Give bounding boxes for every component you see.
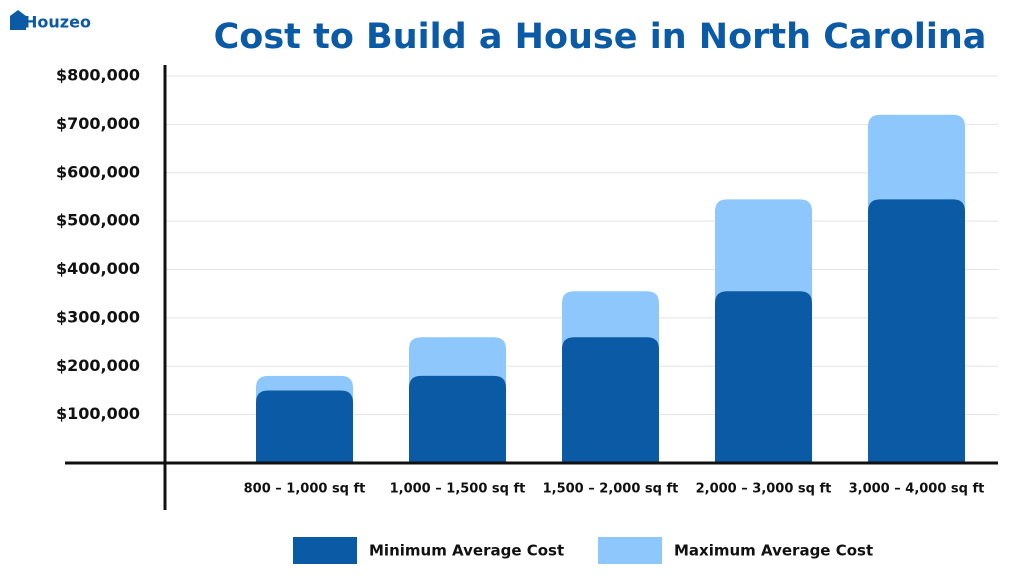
brand: Houzeo xyxy=(24,13,91,32)
chart-title: Cost to Build a House in North Carolina xyxy=(214,17,987,57)
y-tick-label: $600,000 xyxy=(56,162,140,181)
bar xyxy=(715,291,812,463)
y-tick-label: $700,000 xyxy=(56,114,140,133)
y-tick-label: $400,000 xyxy=(56,259,140,278)
x-tick-label: 2,000 – 3,000 sq ft xyxy=(696,482,832,497)
legend-swatch xyxy=(598,537,662,564)
y-tick-label: $800,000 xyxy=(56,66,140,85)
legend-swatch xyxy=(293,537,357,564)
bar xyxy=(562,337,659,463)
y-tick-label: $200,000 xyxy=(56,356,140,375)
y-tick-label: $500,000 xyxy=(56,211,140,230)
bar xyxy=(409,375,506,463)
x-tick-label: 3,000 – 4,000 sq ft xyxy=(849,482,985,497)
legend-label: Minimum Average Cost xyxy=(369,542,564,560)
x-tick-label: 1,500 – 2,000 sq ft xyxy=(543,482,679,497)
bar xyxy=(868,199,965,463)
logo-icon xyxy=(10,10,26,30)
y-tick-label: $300,000 xyxy=(56,307,140,326)
logo: Houzeo xyxy=(10,10,91,32)
y-tick-label: $100,000 xyxy=(56,404,140,423)
bar xyxy=(256,390,353,463)
legend-label: Maximum Average Cost xyxy=(674,542,873,560)
x-tick-label: 800 – 1,000 sq ft xyxy=(244,482,366,497)
x-tick-label: 1,000 – 1,500 sq ft xyxy=(390,482,526,497)
